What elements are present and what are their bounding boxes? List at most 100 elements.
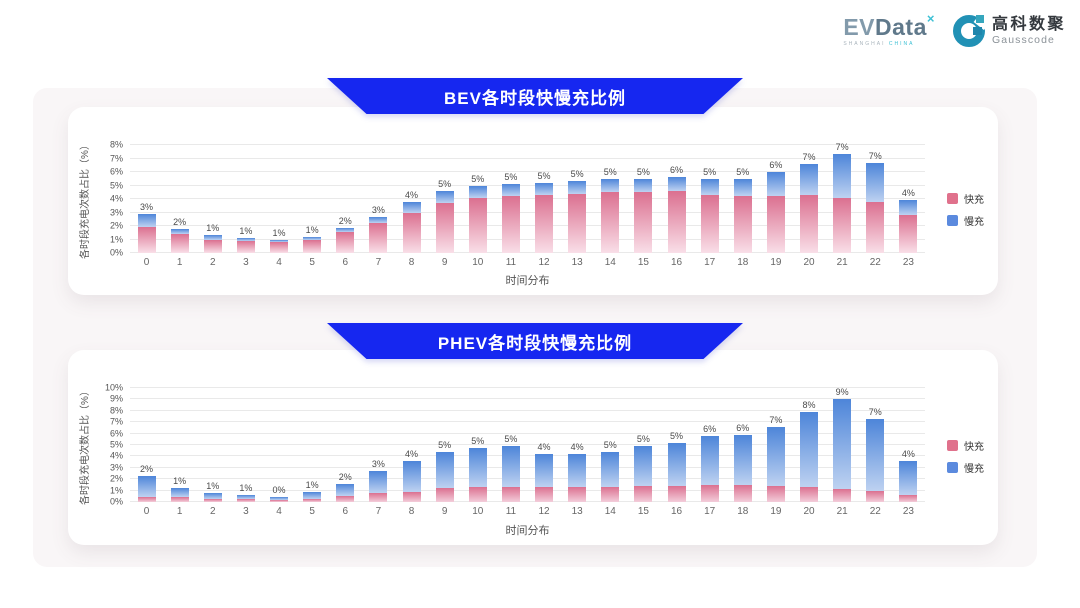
- bar-segment-slow: [137, 213, 156, 228]
- bar-value-label: 4%: [405, 448, 419, 459]
- bar-segment-fast: [170, 497, 189, 502]
- bar-column: 1%: [196, 145, 229, 253]
- x-tick-label: 8: [408, 257, 415, 268]
- x-tick-label: 22: [869, 506, 881, 517]
- bar-value-label: 5%: [603, 166, 617, 177]
- bar-value-label: 1%: [206, 223, 220, 234]
- bar-column: 5%: [428, 388, 461, 502]
- bar-value-label: 5%: [736, 166, 750, 177]
- y-tick-label: 6%: [109, 166, 123, 177]
- y-tick-label: 10%: [104, 382, 123, 393]
- gridline: [130, 478, 925, 480]
- x-tick-label: 14: [604, 257, 616, 268]
- bar-segment-fast: [435, 203, 454, 253]
- bar-segment-slow: [468, 448, 487, 488]
- x-tick-label: 6: [342, 506, 349, 517]
- bar-segment-fast: [236, 499, 255, 502]
- bar-value-label: 5%: [537, 170, 551, 181]
- y-tick-label: 1%: [109, 234, 123, 244]
- bar-value-label: 6%: [670, 165, 684, 176]
- gridline: [130, 409, 925, 411]
- legend-item: 慢充: [947, 460, 984, 475]
- bar-segment-fast: [568, 487, 587, 502]
- bar-segment-slow: [800, 163, 819, 195]
- bar-segment-slow: [535, 454, 554, 488]
- x-tick-label: 8: [408, 506, 415, 517]
- bar-column: 1%: [229, 145, 262, 253]
- bar-column: 7%: [793, 145, 826, 253]
- bar-stack: [170, 487, 189, 502]
- x-tick-label: 1: [176, 257, 183, 268]
- bar-segment-slow: [203, 492, 222, 499]
- bar-column: 4%: [528, 388, 561, 502]
- bar-column: 7%: [826, 143, 859, 253]
- x-tick-label: 17: [704, 506, 716, 517]
- bar-segment-fast: [270, 499, 289, 502]
- bar-segment-fast: [270, 241, 289, 253]
- gridline: [130, 211, 925, 213]
- bar-segment-slow: [568, 453, 587, 488]
- bar-stack: [203, 235, 222, 253]
- phev-chart-title: PHEV各时段快慢充比例: [327, 323, 743, 359]
- y-tick-label: 3%: [109, 207, 123, 217]
- evdata-subtitle: SHANGHAI CHINA: [843, 41, 914, 47]
- bar-stack: [236, 238, 255, 253]
- evdata-data-text: Data: [875, 13, 927, 40]
- bar-value-label: 1%: [305, 480, 319, 491]
- bar-stack: [733, 434, 752, 502]
- bar-value-label: 2%: [140, 464, 154, 475]
- x-tick-label: 15: [637, 257, 649, 268]
- bar-value-label: 4%: [901, 448, 915, 459]
- bar-segment-fast: [137, 496, 156, 502]
- gridline: [130, 489, 925, 491]
- x-tick-label: 7: [375, 506, 382, 517]
- y-tick-label: 7%: [109, 153, 123, 163]
- legend-item: 快充: [947, 438, 984, 453]
- phev-legend: 快充 慢充: [947, 438, 984, 475]
- bar-segment-slow: [634, 446, 653, 487]
- bar-segment-slow: [336, 484, 355, 496]
- bev-bars: 3% 2% 1% 1% 1% 1% 2% 3% 4% 5% 5% 5% 5% 5% 5% 5% 6% 5% 5% 6%…: [130, 143, 925, 253]
- x-axis-title: 时间分布: [505, 275, 550, 287]
- bar-column: 7%: [859, 145, 892, 253]
- bar-segment-fast: [336, 232, 355, 253]
- x-tick-label: 19: [770, 506, 782, 517]
- bar-value-label: 5%: [471, 173, 485, 184]
- bar-stack: [800, 163, 819, 253]
- bar-segment-fast: [501, 196, 520, 253]
- bar-column: 5%: [660, 388, 693, 502]
- x-tick-label: 6: [342, 257, 349, 268]
- x-axis-title: 时间分布: [505, 525, 550, 537]
- gridline: [130, 444, 925, 445]
- bar-value-label: 5%: [504, 434, 518, 445]
- bar-segment-slow: [866, 162, 885, 202]
- x-axis-ticks: 0 1 2 3 4 5 6 7 8 9 10 11 12 13 14 15 16 17 18 19 20 21 22 23: [130, 506, 925, 517]
- bar-column: 6%: [693, 388, 726, 502]
- bar-segment-fast: [899, 495, 918, 502]
- x-tick-label: 1: [176, 506, 183, 517]
- x-tick-label: 23: [902, 257, 914, 268]
- bar-value-label: 7%: [868, 150, 882, 161]
- evdata-sub-left: SHANGHAI: [843, 40, 886, 47]
- bar-value-label: 5%: [670, 430, 684, 441]
- bar-value-label: 1%: [239, 226, 253, 237]
- bar-stack: [137, 476, 156, 502]
- bar-column: 4%: [892, 145, 925, 253]
- bar-stack: [667, 177, 686, 253]
- bar-segment-fast: [402, 491, 421, 502]
- bar-column: 5%: [428, 145, 461, 253]
- bar-column: 5%: [627, 388, 660, 502]
- bar-stack: [170, 228, 189, 253]
- y-tick-label: 2%: [109, 220, 123, 231]
- bar-stack: [270, 496, 289, 502]
- bar-segment-fast: [203, 239, 222, 253]
- x-tick-label: 18: [737, 257, 749, 268]
- evdata-ev-text: EV: [843, 13, 876, 40]
- bar-segment-slow: [435, 190, 454, 204]
- x-tick-label: 11: [505, 506, 517, 517]
- y-tick-label: 3%: [109, 462, 123, 473]
- bar-stack: [601, 178, 620, 253]
- bar-stack: [866, 162, 885, 253]
- gridline: [130, 238, 925, 240]
- legend-item: 慢充: [947, 213, 984, 228]
